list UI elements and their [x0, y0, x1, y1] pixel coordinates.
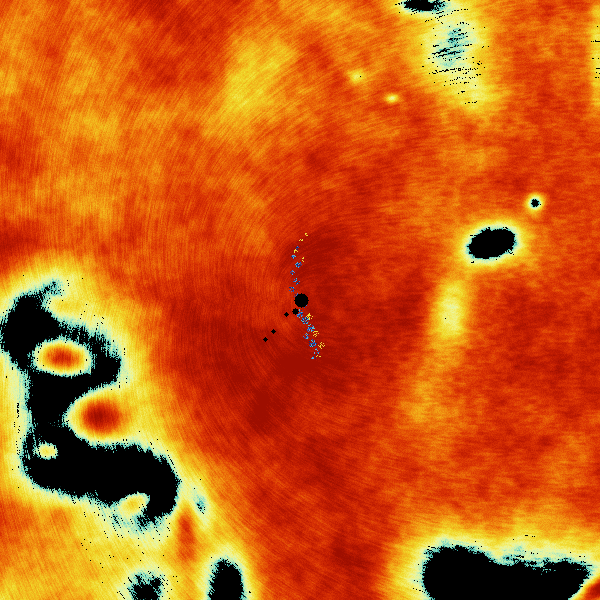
weather-radar-false-color-image	[0, 0, 600, 600]
radar-image-frame	[0, 0, 600, 600]
